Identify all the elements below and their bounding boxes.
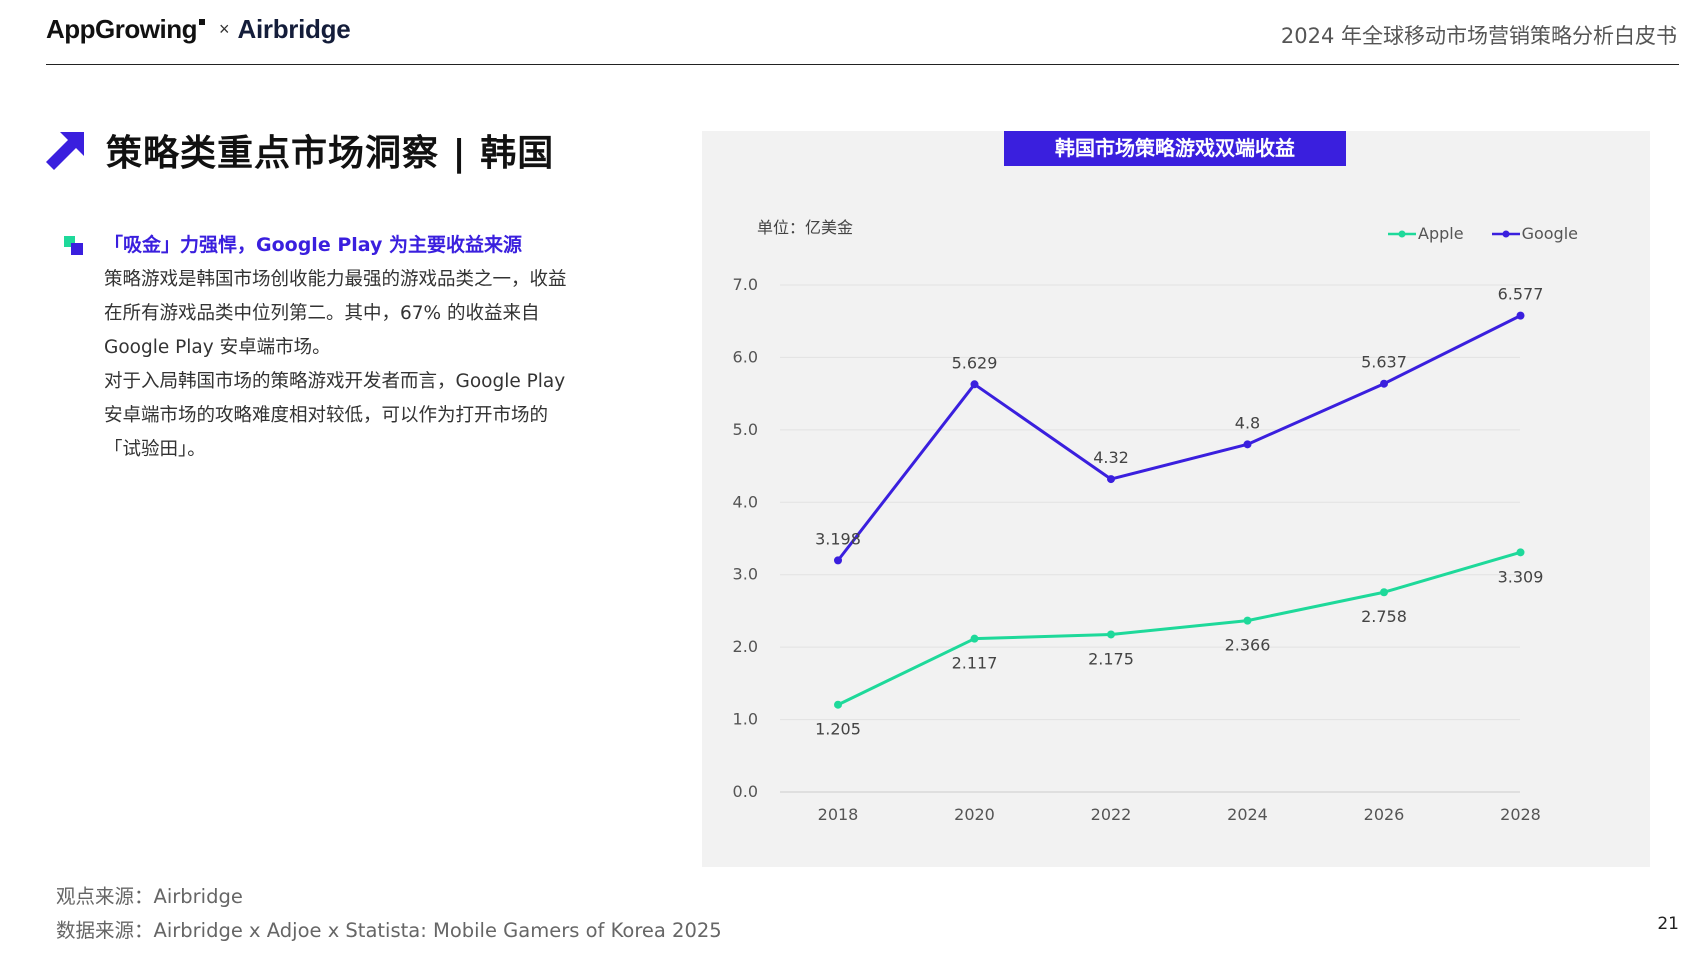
legend-swatch-apple <box>1388 230 1417 237</box>
section-heading: 策略类重点市场洞察 | 韩国 <box>46 124 554 176</box>
insight-line: Google Play 安卓端市场。 <box>104 337 331 358</box>
data-label-google: 3.198 <box>815 529 861 548</box>
data-label-apple: 2.175 <box>1088 649 1134 668</box>
insight-block: 「吸金」力强悍，Google Play 为主要收益来源 策略游戏是韩国市场创收能… <box>64 230 624 467</box>
y-tick-label: 7.0 <box>733 275 758 294</box>
legend-label-google: Google <box>1521 224 1578 243</box>
legend-swatch-google <box>1491 230 1520 237</box>
insight-line: 安卓端市场的攻略难度相对较低，可以作为打开市场的 <box>104 405 549 426</box>
insight-line: 策略游戏是韩国市场创收能力最强的游戏品类之一，收益 <box>104 269 567 290</box>
data-point-apple <box>1516 548 1525 557</box>
legend-item-apple: Apple <box>1388 224 1464 243</box>
data-point-google <box>1107 475 1115 484</box>
data-source: 数据来源：Airbridge x Adjoe x Statista: Mobil… <box>56 919 722 942</box>
y-tick-label: 6.0 <box>733 347 758 366</box>
data-label-apple: 1.205 <box>815 720 861 739</box>
series-line-apple <box>837 550 1521 707</box>
legend-label-apple: Apple <box>1418 224 1464 243</box>
data-point-google <box>1243 440 1252 449</box>
insight-line: 在所有游戏品类中位列第二。其中，67% 的收益来自 <box>104 303 540 324</box>
airbridge-logo-text: Airbridge <box>237 14 351 44</box>
data-label-google: 5.637 <box>1361 353 1407 372</box>
legend-item-google: Google <box>1491 224 1578 243</box>
y-tick-label: 4.0 <box>733 492 758 511</box>
sources: 观点来源：Airbridge 数据来源：Airbridge x Adjoe x … <box>56 880 722 948</box>
bullet-squares-icon <box>64 236 83 255</box>
insight-line: 对于入局韩国市场的策略游戏开发者而言，Google Play <box>104 371 566 392</box>
y-tick-label: 5.0 <box>733 420 758 439</box>
data-point-apple <box>970 634 979 643</box>
page-number: 21 <box>1657 914 1679 934</box>
data-point-google <box>1516 311 1525 320</box>
arrow-up-right-icon <box>46 132 84 170</box>
insight-body: 策略游戏是韩国市场创收能力最强的游戏品类之一，收益 在所有游戏品类中位列第二。其… <box>104 263 624 467</box>
section-title: 策略类重点市场洞察 | 韩国 <box>106 133 555 174</box>
logo-separator: × <box>218 19 230 39</box>
data-point-apple <box>1380 588 1388 597</box>
data-label-google: 4.8 <box>1235 413 1260 432</box>
insight-line: 「试验田」。 <box>104 439 206 460</box>
data-label-apple: 2.758 <box>1361 607 1407 626</box>
x-tick-label: 2028 <box>1500 805 1541 824</box>
data-label-apple: 3.309 <box>1498 567 1544 586</box>
x-tick-label: 2026 <box>1364 805 1405 824</box>
brand-logo: AppGrowing × Airbridge <box>46 14 351 45</box>
chart-legend: Apple Google <box>1360 224 1578 243</box>
data-point-apple <box>1107 630 1115 639</box>
data-label-google: 4.32 <box>1093 448 1129 467</box>
data-label-google: 6.577 <box>1498 285 1544 304</box>
insight-headline: 「吸金」力强悍，Google Play 为主要收益来源 <box>104 234 522 256</box>
data-point-apple <box>1243 616 1252 625</box>
data-label-apple: 2.366 <box>1225 636 1271 655</box>
opinion-source: 观点来源：Airbridge <box>56 885 243 908</box>
x-tick-label: 2018 <box>818 805 859 824</box>
report-title: 2024 年全球移动市场营销策略分析白皮书 <box>1280 24 1677 48</box>
x-tick-label: 2020 <box>954 805 995 824</box>
data-point-google <box>834 556 842 565</box>
data-point-google <box>1380 379 1388 388</box>
data-label-google: 5.629 <box>952 353 998 372</box>
data-label-apple: 2.117 <box>952 654 998 673</box>
y-tick-label: 1.0 <box>733 710 758 729</box>
appgrowing-logo-text: AppGrowing <box>46 14 197 44</box>
unit-label: 单位：亿美金 <box>757 218 854 237</box>
x-tick-label: 2024 <box>1227 805 1268 824</box>
logo-dot-icon <box>198 18 205 25</box>
y-tick-label: 2.0 <box>733 637 758 656</box>
page-header: AppGrowing × Airbridge 2024 年全球移动市场营销策略分… <box>46 0 1679 65</box>
data-point-google <box>970 380 979 389</box>
line-chart: 0.0 1.0 2.0 3.0 4.0 5.0 6.0 7.0 2018 2020 2022 2024… <box>733 275 1544 824</box>
series-line-google <box>836 314 1522 562</box>
x-tick-label: 2022 <box>1091 805 1132 824</box>
y-tick-label: 0.0 <box>733 782 758 801</box>
data-point-apple <box>834 700 842 709</box>
chart-title: 韩国市场策略游戏双端收益 <box>1004 131 1346 166</box>
y-tick-label: 3.0 <box>733 565 758 584</box>
chart-panel: 0.0 1.0 2.0 3.0 4.0 5.0 6.0 7.0 2018 2020 2022 2024… <box>702 131 1650 867</box>
